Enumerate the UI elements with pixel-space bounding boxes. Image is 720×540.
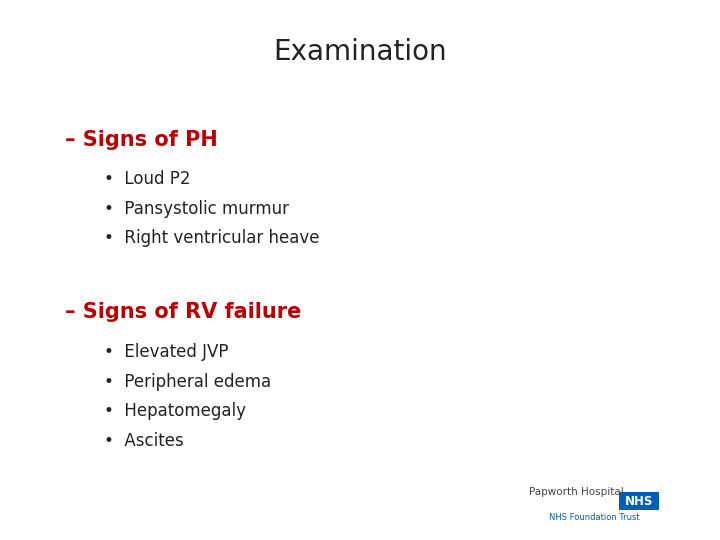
Text: •  Hepatomegaly: • Hepatomegaly <box>104 402 246 420</box>
FancyBboxPatch shape <box>619 492 659 510</box>
Text: •  Peripheral edema: • Peripheral edema <box>104 373 271 390</box>
Text: Papworth Hospital: Papworth Hospital <box>529 487 624 497</box>
Text: •  Ascites: • Ascites <box>104 432 184 450</box>
Text: NHS: NHS <box>625 495 653 508</box>
Text: •  Right ventricular heave: • Right ventricular heave <box>104 230 320 247</box>
Text: NHS Foundation Trust: NHS Foundation Trust <box>549 513 639 522</box>
Text: •  Elevated JVP: • Elevated JVP <box>104 343 229 361</box>
Text: – Signs of RV failure: – Signs of RV failure <box>65 302 301 322</box>
Text: •  Loud P2: • Loud P2 <box>104 170 191 188</box>
Text: •  Pansystolic murmur: • Pansystolic murmur <box>104 200 289 218</box>
Text: – Signs of PH: – Signs of PH <box>65 130 217 150</box>
Text: Examination: Examination <box>273 38 447 66</box>
